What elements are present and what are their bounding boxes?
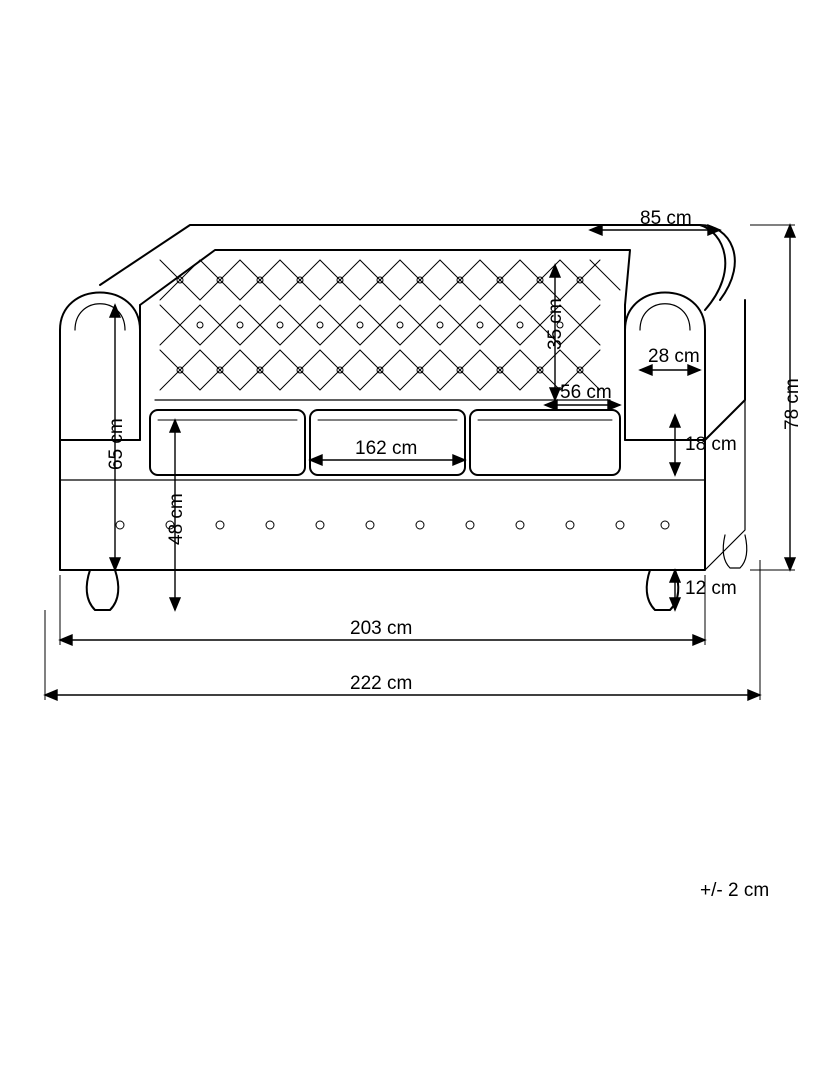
dim-arm-width: 28 cm xyxy=(648,346,700,368)
dim-cushion-thick: 18 cm xyxy=(685,434,737,456)
tolerance-note: +/- 2 cm xyxy=(700,880,769,902)
dim-total-height: 78 cm xyxy=(782,378,804,430)
diagram-stage: 85 cm 35 cm 56 cm 28 cm 162 cm 203 cm 22… xyxy=(0,0,830,1080)
dim-seat-height: 48 cm xyxy=(166,493,188,545)
sofa-drawing xyxy=(0,0,830,1080)
dim-leg-height: 12 cm xyxy=(685,578,737,600)
dim-body-width: 203 cm xyxy=(350,618,412,640)
dim-total-width: 222 cm xyxy=(350,673,412,695)
dim-seat-width: 162 cm xyxy=(355,438,417,460)
dim-back-height: 35 cm xyxy=(545,298,567,350)
dim-arm-height: 65 cm xyxy=(106,418,128,470)
dim-seat-depth: 56 cm xyxy=(560,382,612,404)
dim-depth-top: 85 cm xyxy=(640,208,692,230)
